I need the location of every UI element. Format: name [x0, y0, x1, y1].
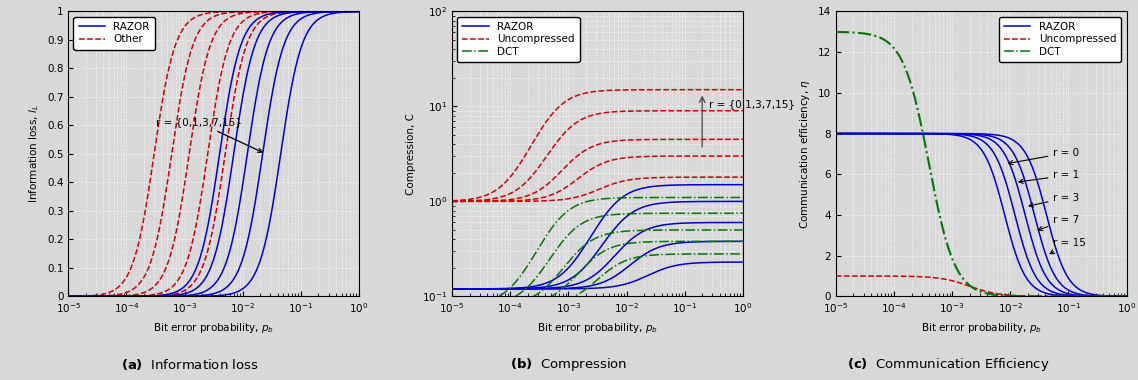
Text: r = {0,1,3,7,15}: r = {0,1,3,7,15} [709, 100, 794, 109]
X-axis label: Bit error probability, $p_b$: Bit error probability, $p_b$ [152, 321, 274, 335]
Text: $\mathbf{(b)}$  Compression: $\mathbf{(b)}$ Compression [510, 356, 628, 373]
Y-axis label: Compression, C: Compression, C [406, 113, 417, 195]
Legend: RAZOR, Other: RAZOR, Other [74, 17, 155, 50]
Legend: RAZOR, Uncompressed, DCT: RAZOR, Uncompressed, DCT [999, 17, 1121, 62]
Legend: RAZOR, Uncompressed, DCT: RAZOR, Uncompressed, DCT [457, 17, 579, 62]
Text: r = 15: r = 15 [1050, 238, 1087, 254]
Text: r = {0,1,3,7,15}: r = {0,1,3,7,15} [156, 117, 262, 152]
Text: r = 3: r = 3 [1029, 193, 1080, 207]
Text: r = 0: r = 0 [1008, 148, 1080, 165]
X-axis label: Bit error probability, $p_b$: Bit error probability, $p_b$ [921, 321, 1042, 335]
X-axis label: Bit error probability, $p_b$: Bit error probability, $p_b$ [537, 321, 658, 335]
Text: r = 1: r = 1 [1019, 170, 1080, 184]
Y-axis label: Information loss, $l_L$: Information loss, $l_L$ [27, 105, 41, 203]
Y-axis label: Communication efficiency, $\eta$: Communication efficiency, $\eta$ [798, 79, 813, 229]
Text: $\mathbf{(c)}$  Communication Efficiency: $\mathbf{(c)}$ Communication Efficiency [847, 356, 1049, 373]
Text: r = 7: r = 7 [1038, 215, 1080, 231]
Text: $\mathbf{(a)}$  Information loss: $\mathbf{(a)}$ Information loss [121, 357, 258, 372]
